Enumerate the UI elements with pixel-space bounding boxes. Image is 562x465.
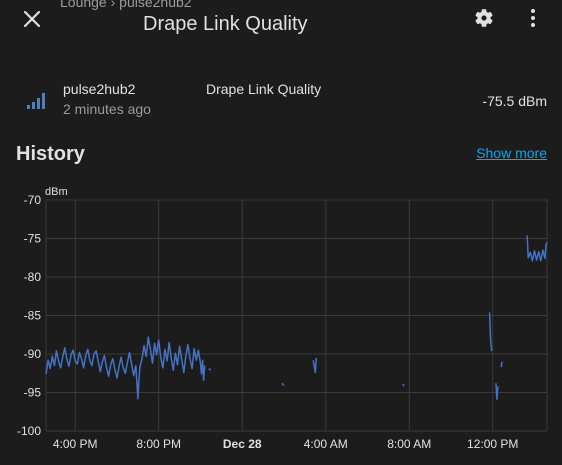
entity-name: Drape Link Quality xyxy=(206,81,322,97)
series-line xyxy=(208,368,212,371)
x-tick-label: 8:00 PM xyxy=(136,437,181,451)
breadcrumb: Lounge › pulse2hub2 xyxy=(60,0,192,10)
y-tick-label: -80 xyxy=(24,270,42,284)
x-tick-label: Dec 28 xyxy=(223,437,262,451)
y-tick-label: -70 xyxy=(24,193,42,207)
x-tick-label: 4:00 PM xyxy=(53,437,98,451)
signal-strength-icon xyxy=(27,93,45,109)
chart-series xyxy=(45,235,548,401)
settings-button[interactable] xyxy=(470,4,498,32)
series-line xyxy=(402,383,405,387)
y-tick-label: -85 xyxy=(24,309,42,323)
series-line xyxy=(281,382,285,387)
close-icon xyxy=(23,10,41,28)
y-tick-label: -90 xyxy=(24,347,42,361)
more-vert-icon xyxy=(531,9,535,27)
x-tick-label: 12:00 PM xyxy=(467,437,518,451)
close-button[interactable] xyxy=(18,5,46,33)
series-line xyxy=(488,312,493,351)
y-tick-label: -100 xyxy=(17,424,41,438)
entity-row: pulse2hub2 2 minutes ago Drape Link Qual… xyxy=(0,72,562,128)
device-name: pulse2hub2 xyxy=(63,81,136,97)
history-heading: History xyxy=(16,143,85,165)
dialog-title: Drape Link Quality xyxy=(143,13,308,35)
series-line xyxy=(500,361,503,368)
x-tick-label: 4:00 AM xyxy=(304,437,348,451)
last-changed: 2 minutes ago xyxy=(63,101,151,117)
series-line xyxy=(526,235,548,262)
series-line xyxy=(495,383,499,401)
y-axis: -70 -75 -80 -85 -90 -95 -100 xyxy=(17,193,41,438)
x-axis: 4:00 PM 8:00 PM Dec 28 4:00 AM 8:00 AM 12:00 … xyxy=(53,437,519,451)
overflow-menu-button[interactable] xyxy=(519,4,547,32)
series-line xyxy=(45,336,206,400)
y-tick-label: -95 xyxy=(24,386,42,400)
series-line xyxy=(312,357,318,374)
chart-grid xyxy=(45,199,548,432)
show-more-link[interactable]: Show more xyxy=(476,145,547,161)
gear-icon xyxy=(475,9,493,27)
y-tick-label: -75 xyxy=(24,232,42,246)
entity-state[interactable]: -75.5 dBm xyxy=(482,93,547,109)
y-axis-label: dBm xyxy=(45,186,68,198)
x-tick-label: 8:00 AM xyxy=(387,437,431,451)
history-chart: -70 -75 -80 -85 -90 -95 -100 4:00 PM 8:00 PM Dec… xyxy=(17,186,548,451)
